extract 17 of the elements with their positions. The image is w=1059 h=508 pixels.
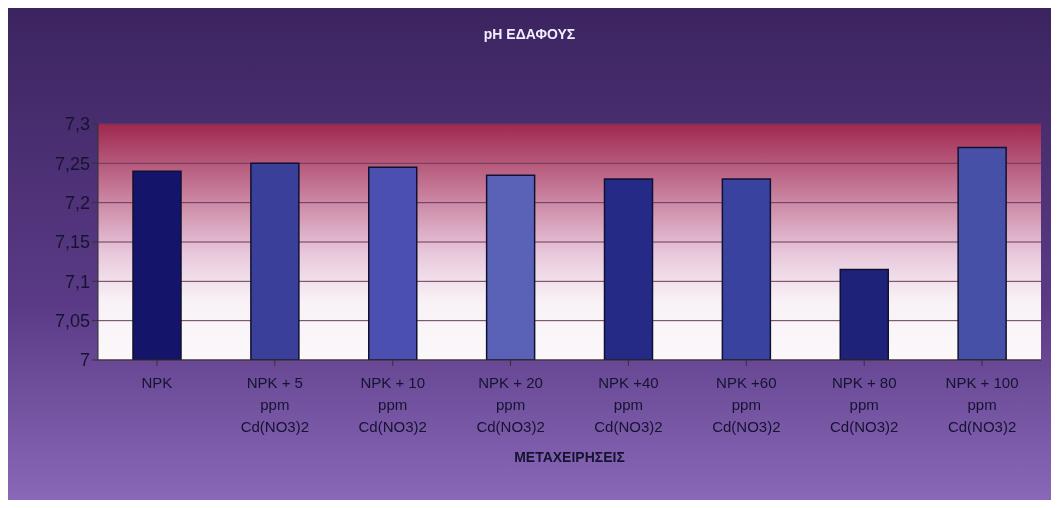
y-tick-label: 7,05 xyxy=(54,311,90,332)
x-tick-label: NPK + 100 ppm Cd(NO3)2 xyxy=(945,374,1019,435)
x-tick-label: NPK +60 ppm Cd(NO3)2 xyxy=(712,374,781,435)
x-tick-label: NPK xyxy=(141,374,173,391)
x-tick-label: NPK +40 ppm Cd(NO3)2 xyxy=(594,374,663,435)
y-tick-label: 7 xyxy=(79,350,90,371)
x-tick-label: NPK + 80 ppm Cd(NO3)2 xyxy=(830,374,899,435)
y-tick-label: 7,15 xyxy=(54,232,90,253)
x-axis-title: ΜΕΤΑΧΕΙΡΗΣΕΙΣ xyxy=(514,449,625,465)
x-tick-label: NPK + 10 ppm Cd(NO3)2 xyxy=(358,374,427,435)
x-tick-label: NPK + 5 ppm Cd(NO3)2 xyxy=(240,374,309,435)
x-tick-label: NPK + 20 ppm Cd(NO3)2 xyxy=(476,374,545,435)
y-tick-label: 7,1 xyxy=(64,271,90,292)
y-tick-label: 7,25 xyxy=(54,153,90,174)
y-tick-label: 7,3 xyxy=(64,114,90,135)
chart-title: pH ΕΔΑΦΟΥΣ xyxy=(482,26,577,42)
y-tick-label: 7,2 xyxy=(64,193,90,214)
